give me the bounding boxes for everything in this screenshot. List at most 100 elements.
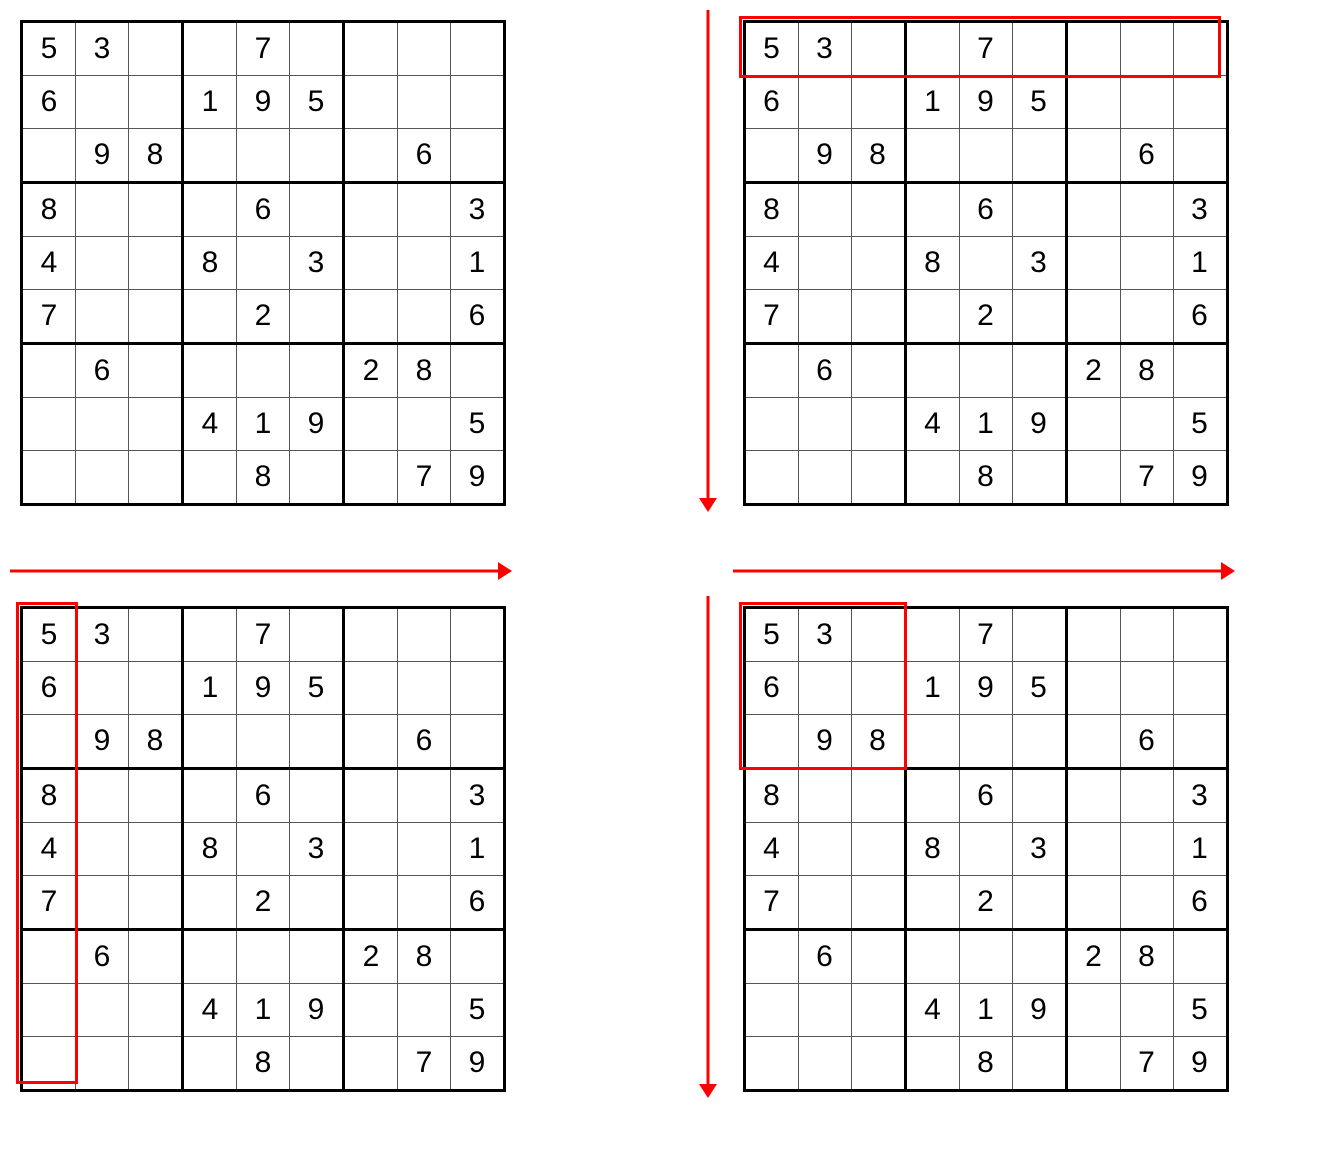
sudoku-cell: 9	[237, 76, 290, 129]
sudoku-cell	[1173, 22, 1227, 76]
sudoku-cell: 1	[451, 823, 505, 876]
sudoku-cell	[129, 876, 183, 930]
sudoku-cell	[290, 129, 344, 183]
sudoku-cell	[290, 344, 344, 398]
sudoku-cell	[1066, 290, 1120, 344]
sudoku-cell	[237, 930, 290, 984]
sudoku-cell	[1012, 769, 1066, 823]
sudoku-cell: 3	[798, 608, 851, 662]
sudoku-cell	[290, 290, 344, 344]
sudoku-cell	[798, 662, 851, 715]
sudoku-cell	[344, 183, 398, 237]
sudoku-cell: 4	[183, 398, 237, 451]
sudoku-cell	[1066, 984, 1120, 1037]
sudoku-cell: 5	[1012, 76, 1066, 129]
sudoku-cell: 9	[451, 451, 505, 505]
sudoku-cell: 9	[1173, 451, 1227, 505]
sudoku-cell	[1066, 769, 1120, 823]
sudoku-cell: 6	[237, 183, 290, 237]
sudoku-cell	[851, 22, 905, 76]
sudoku-cell	[1120, 823, 1173, 876]
sudoku-cell	[905, 344, 959, 398]
sudoku-cell	[398, 398, 451, 451]
sudoku-cell: 1	[905, 662, 959, 715]
sudoku-cell: 7	[959, 22, 1012, 76]
sudoku-grid: 537619598686348317266284195879	[743, 606, 1229, 1092]
sudoku-cell	[290, 876, 344, 930]
sudoku-cell	[1066, 662, 1120, 715]
sudoku-cell	[451, 344, 505, 398]
sudoku-cell	[129, 930, 183, 984]
sudoku-cell	[959, 715, 1012, 769]
sudoku-cell	[744, 451, 798, 505]
sudoku-cell	[798, 183, 851, 237]
sudoku-cell	[129, 22, 183, 76]
sudoku-cell	[798, 876, 851, 930]
sudoku-cell: 8	[22, 183, 76, 237]
sudoku-cell	[290, 608, 344, 662]
sudoku-cell	[798, 237, 851, 290]
sudoku-cell	[129, 662, 183, 715]
sudoku-cell	[398, 76, 451, 129]
sudoku-cell: 5	[22, 22, 76, 76]
sudoku-cell	[183, 930, 237, 984]
sudoku-cell: 1	[451, 237, 505, 290]
sudoku-cell: 2	[237, 876, 290, 930]
sudoku-cell	[237, 344, 290, 398]
sudoku-cell	[183, 608, 237, 662]
sudoku-cell: 6	[451, 876, 505, 930]
sudoku-cell	[451, 22, 505, 76]
sudoku-cell: 7	[237, 22, 290, 76]
sudoku-panel-top-right: 537619598686348317266284195879	[743, 20, 1229, 506]
sudoku-cell	[183, 876, 237, 930]
sudoku-cell: 4	[744, 823, 798, 876]
sudoku-grid: 537619598686348317266284195879	[20, 606, 506, 1092]
sudoku-cell: 2	[344, 930, 398, 984]
sudoku-cell: 1	[959, 984, 1012, 1037]
sudoku-cell: 8	[22, 769, 76, 823]
sudoku-cell: 5	[290, 76, 344, 129]
sudoku-cell: 2	[344, 344, 398, 398]
sudoku-cell: 4	[744, 237, 798, 290]
sudoku-cell: 1	[959, 398, 1012, 451]
sudoku-cell: 5	[290, 662, 344, 715]
sudoku-cell	[129, 290, 183, 344]
sudoku-cell	[905, 715, 959, 769]
sudoku-cell: 4	[22, 823, 76, 876]
sudoku-panel-bottom-left: 537619598686348317266284195879	[20, 606, 506, 1092]
sudoku-cell	[905, 129, 959, 183]
sudoku-cell	[959, 129, 1012, 183]
sudoku-cell	[744, 930, 798, 984]
sudoku-cell	[76, 290, 129, 344]
sudoku-cell	[398, 608, 451, 662]
sudoku-cell	[798, 451, 851, 505]
sudoku-cell	[129, 344, 183, 398]
sudoku-cell: 3	[1173, 183, 1227, 237]
sudoku-cell	[851, 451, 905, 505]
sudoku-cell: 8	[398, 344, 451, 398]
sudoku-cell	[290, 22, 344, 76]
sudoku-cell	[290, 451, 344, 505]
sudoku-cell	[1120, 237, 1173, 290]
sudoku-cell	[76, 984, 129, 1037]
sudoku-cell	[76, 1037, 129, 1091]
sudoku-cell	[183, 451, 237, 505]
sudoku-cell: 4	[905, 398, 959, 451]
sudoku-cell	[129, 183, 183, 237]
sudoku-cell: 9	[76, 715, 129, 769]
sudoku-cell	[344, 22, 398, 76]
sudoku-cell	[905, 769, 959, 823]
sudoku-cell	[1120, 608, 1173, 662]
sudoku-cell	[851, 290, 905, 344]
sudoku-cell	[344, 876, 398, 930]
sudoku-cell	[398, 662, 451, 715]
sudoku-cell	[129, 1037, 183, 1091]
sudoku-cell	[22, 129, 76, 183]
sudoku-cell: 1	[237, 398, 290, 451]
sudoku-cell: 7	[744, 290, 798, 344]
sudoku-cell: 6	[76, 344, 129, 398]
sudoku-cell	[129, 769, 183, 823]
sudoku-cell	[798, 290, 851, 344]
arrow-down-icon	[688, 10, 728, 514]
sudoku-cell: 6	[1120, 129, 1173, 183]
